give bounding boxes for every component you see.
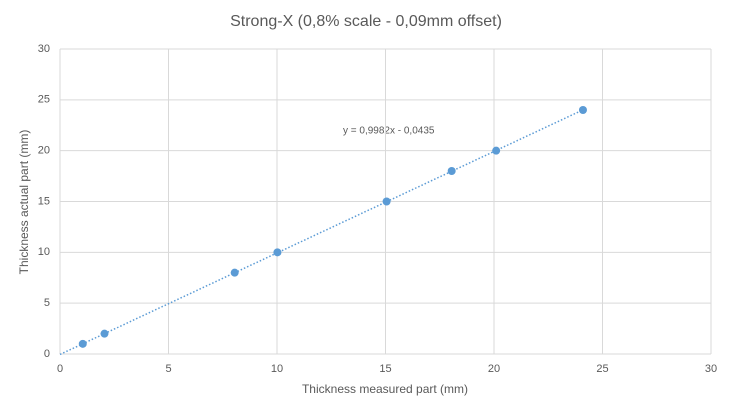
y-tick-label: 20 — [38, 145, 50, 157]
y-tick-label: 10 — [38, 246, 50, 258]
y-tick-label: 15 — [38, 195, 50, 207]
data-point — [492, 146, 501, 155]
y-tick-label: 30 — [38, 43, 50, 55]
x-tick-label: 10 — [271, 363, 283, 375]
x-tick-label: 25 — [596, 363, 608, 375]
chart-title: Strong-X (0,8% scale - 0,09mm offset) — [230, 13, 502, 30]
x-axis-label: Thickness measured part (mm) — [302, 382, 468, 396]
data-point — [578, 106, 587, 114]
data-point — [447, 167, 456, 175]
y-tick-label: 25 — [38, 94, 50, 106]
x-tick-label: 30 — [705, 363, 717, 375]
data-point — [273, 248, 282, 257]
x-tick-label: 15 — [379, 363, 391, 375]
x-tick-label: 5 — [165, 363, 171, 375]
data-point — [382, 197, 391, 206]
data-point — [230, 268, 239, 277]
data-point — [78, 339, 87, 348]
y-tick-label: 5 — [44, 297, 50, 309]
trendline-equation: y = 0,9982x - 0,0435 — [343, 126, 435, 137]
trendline — [59, 109, 584, 356]
data-point — [100, 329, 109, 338]
x-tick-label: 20 — [488, 363, 500, 375]
y-axis-label: Thickness actual part (mm) — [17, 130, 31, 275]
x-tick-label: 0 — [57, 363, 63, 375]
y-tick-label: 0 — [44, 348, 50, 360]
